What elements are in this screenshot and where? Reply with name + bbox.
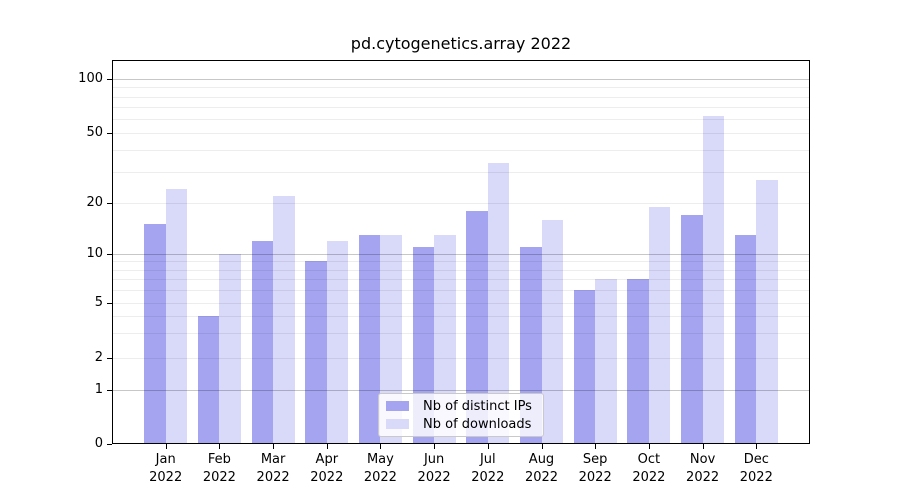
x-tick bbox=[380, 444, 382, 449]
bar-downloads-sep bbox=[595, 279, 617, 444]
xtick-label: Mar 2022 bbox=[256, 452, 290, 485]
y-tick bbox=[107, 133, 112, 135]
ytick-label: 100 bbox=[78, 71, 103, 86]
bar-ips-nov bbox=[681, 215, 703, 444]
ytick-label: 0 bbox=[94, 436, 103, 451]
y-tick bbox=[107, 302, 112, 304]
x-tick bbox=[756, 444, 758, 449]
bar-ips-apr bbox=[305, 261, 327, 444]
x-tick bbox=[165, 444, 167, 449]
x-tick bbox=[273, 444, 275, 449]
xtick-label: Jun 2022 bbox=[417, 452, 451, 485]
xtick-label: Jan 2022 bbox=[149, 452, 183, 485]
bar-downloads-oct bbox=[648, 207, 671, 444]
bar-downloads-apr bbox=[326, 240, 349, 444]
plot-area: Nb of distinct IPs Nb of downloads bbox=[112, 60, 810, 444]
y-tick bbox=[107, 79, 112, 80]
bar-downloads-mar bbox=[273, 196, 295, 444]
x-tick bbox=[541, 444, 543, 449]
bar-ips-dec bbox=[734, 234, 757, 444]
legend-swatch-downloads bbox=[386, 419, 409, 429]
x-tick bbox=[326, 444, 328, 449]
bar-ips-sep bbox=[573, 289, 596, 444]
bar-downloads-nov bbox=[702, 116, 725, 444]
bar-downloads-may bbox=[380, 234, 402, 444]
bar-ips-oct bbox=[627, 279, 649, 444]
bars-layer bbox=[112, 60, 810, 444]
x-tick bbox=[434, 444, 436, 449]
ytick-label: 2 bbox=[94, 350, 103, 365]
bar-downloads-jul bbox=[487, 162, 510, 444]
x-tick bbox=[648, 444, 650, 449]
xtick-label: Sep 2022 bbox=[578, 452, 612, 485]
ytick-label: 10 bbox=[86, 246, 103, 261]
chart-title: pd.cytogenetics.array 2022 bbox=[350, 34, 572, 53]
bar-downloads-dec bbox=[756, 180, 778, 444]
bar-downloads-jan bbox=[165, 189, 188, 444]
xtick-label: Aug 2022 bbox=[524, 452, 559, 485]
xtick-label: Oct 2022 bbox=[632, 452, 666, 485]
bar-ips-jul bbox=[466, 211, 488, 444]
y-tick bbox=[107, 254, 112, 255]
xtick-label: May 2022 bbox=[363, 452, 397, 485]
ytick-label: 50 bbox=[86, 125, 103, 141]
xtick-label: Feb 2022 bbox=[202, 452, 236, 485]
bar-downloads-feb bbox=[219, 254, 241, 444]
y-tick bbox=[107, 389, 112, 391]
xtick-label: Apr 2022 bbox=[310, 452, 344, 485]
bar-downloads-jun bbox=[434, 234, 456, 444]
ytick-label: 1 bbox=[94, 381, 103, 397]
legend-item-downloads: Nb of downloads bbox=[386, 415, 543, 433]
bar-downloads-aug bbox=[541, 219, 563, 444]
x-tick bbox=[487, 444, 489, 449]
xtick-label: Jul 2022 bbox=[471, 452, 505, 485]
x-tick bbox=[595, 444, 597, 449]
legend-item-distinct-ips: Nb of distinct IPs bbox=[386, 397, 543, 415]
bar-ips-mar bbox=[251, 240, 274, 444]
ytick-label: 5 bbox=[94, 294, 103, 310]
xtick-label: Dec 2022 bbox=[739, 452, 773, 485]
xtick-label: Nov 2022 bbox=[686, 452, 720, 485]
y-tick bbox=[107, 203, 112, 205]
bar-ips-may bbox=[358, 234, 381, 444]
bar-ips-jan bbox=[144, 224, 166, 444]
x-tick bbox=[219, 444, 221, 449]
y-tick bbox=[107, 444, 112, 445]
legend-swatch-distinct-ips bbox=[386, 401, 409, 411]
legend-label-downloads: Nb of downloads bbox=[423, 416, 532, 432]
y-tick bbox=[107, 358, 112, 359]
legend-label-distinct-ips: Nb of distinct IPs bbox=[423, 398, 532, 414]
ytick-label: 20 bbox=[86, 195, 103, 211]
bar-ips-feb bbox=[197, 316, 220, 444]
x-tick bbox=[702, 444, 704, 449]
legend: Nb of distinct IPs Nb of downloads bbox=[378, 393, 544, 437]
